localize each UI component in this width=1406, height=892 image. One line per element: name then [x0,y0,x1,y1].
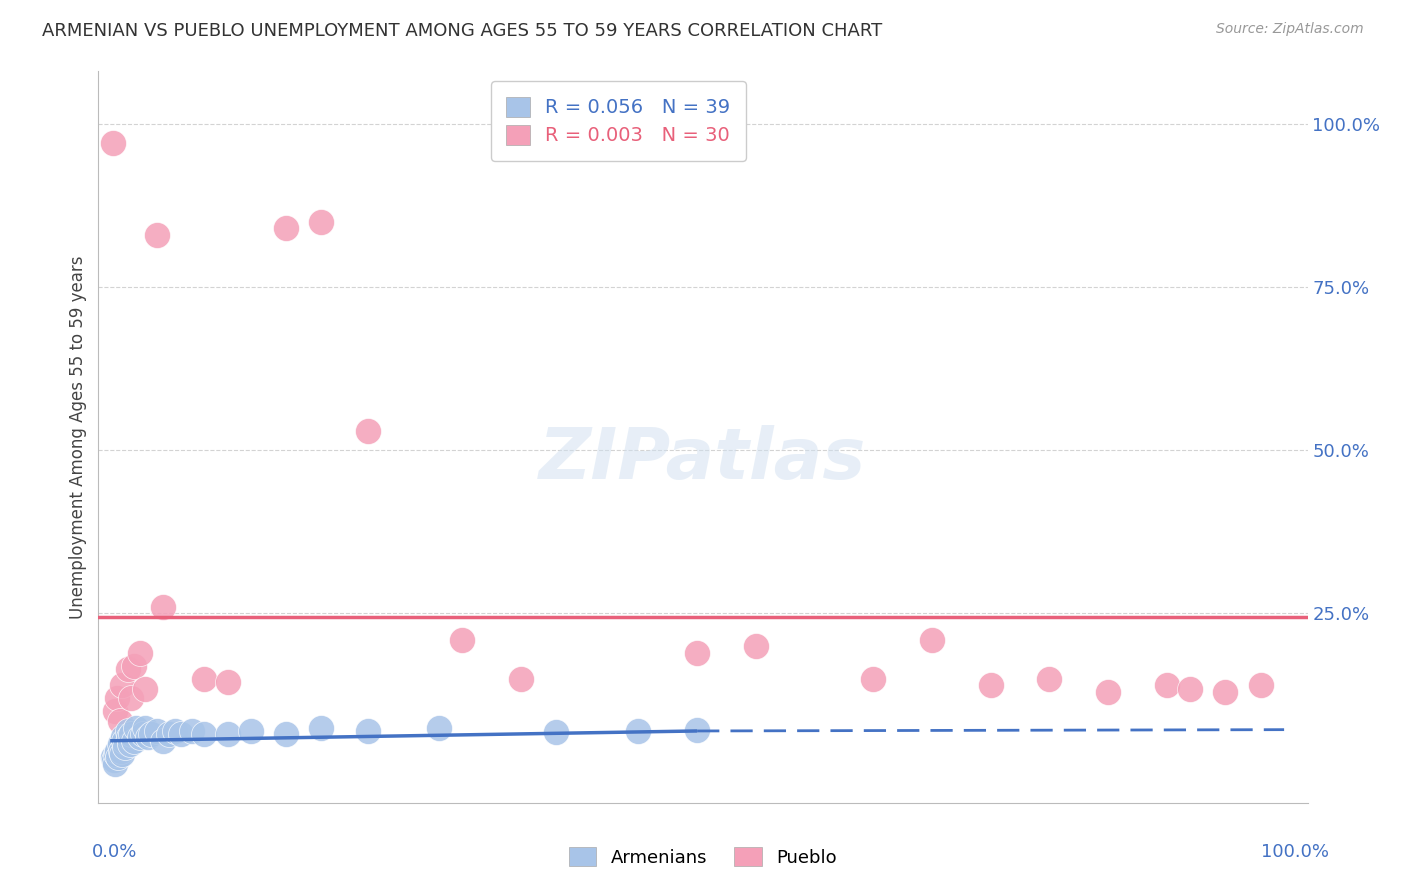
Point [193,672,215,686]
Point [117,723,139,738]
Point [1180,681,1202,696]
Point [105,747,128,761]
Point [125,721,148,735]
Point [120,691,142,706]
Point [311,721,333,735]
Point [103,753,125,767]
Point [686,646,709,660]
Point [276,221,298,235]
Point [132,727,155,741]
Point [136,731,159,745]
Point [108,737,131,751]
Point [745,639,768,653]
Point [152,599,174,614]
Point [686,723,709,737]
Point [114,740,136,755]
Text: 100.0%: 100.0% [1261,843,1329,861]
Point [546,725,568,739]
Point [105,691,128,706]
Point [101,750,124,764]
Point [104,756,127,771]
Point [357,424,380,438]
Point [120,727,142,741]
Point [141,727,163,741]
Point [152,733,174,747]
Point [104,705,127,719]
Point [510,672,533,686]
Legend: Armenians, Pueblo: Armenians, Pueblo [562,840,844,874]
Point [108,714,131,728]
Point [128,731,150,745]
Point [110,743,132,757]
Point [862,672,884,686]
Point [146,723,169,738]
Point [157,727,180,741]
Point [122,733,145,747]
Point [101,136,124,151]
Point [117,662,139,676]
Point [217,675,239,690]
Point [146,227,169,242]
Point [1156,678,1178,692]
Point [122,658,145,673]
Point [357,723,380,738]
Y-axis label: Unemployment Among Ages 55 to 59 years: Unemployment Among Ages 55 to 59 years [69,255,87,619]
Point [1038,672,1060,686]
Text: ARMENIAN VS PUEBLO UNEMPLOYMENT AMONG AGES 55 TO 59 YEARS CORRELATION CHART: ARMENIAN VS PUEBLO UNEMPLOYMENT AMONG AG… [42,22,883,40]
Point [163,723,186,738]
Text: ZIPatlas: ZIPatlas [540,425,866,493]
Point [112,731,135,745]
Point [427,721,450,735]
Legend: R = 0.056   N = 39, R = 0.003   N = 30: R = 0.056 N = 39, R = 0.003 N = 30 [491,81,747,161]
Point [112,733,135,747]
Point [240,723,263,738]
Point [980,678,1002,692]
Text: Source: ZipAtlas.com: Source: ZipAtlas.com [1216,22,1364,37]
Point [134,681,156,696]
Point [1215,685,1237,699]
Point [118,731,141,745]
Text: 0.0%: 0.0% [91,843,136,861]
Point [627,723,650,738]
Point [1097,685,1119,699]
Point [181,723,204,738]
Point [217,727,239,741]
Point [128,646,150,660]
Point [107,750,129,764]
Point [111,678,134,692]
Point [169,727,191,741]
Point [921,632,943,647]
Point [193,727,215,741]
Point [276,727,298,741]
Point [311,214,333,228]
Point [134,721,156,735]
Point [1250,678,1272,692]
Point [105,743,128,757]
Point [451,632,474,647]
Point [111,747,134,761]
Point [120,737,142,751]
